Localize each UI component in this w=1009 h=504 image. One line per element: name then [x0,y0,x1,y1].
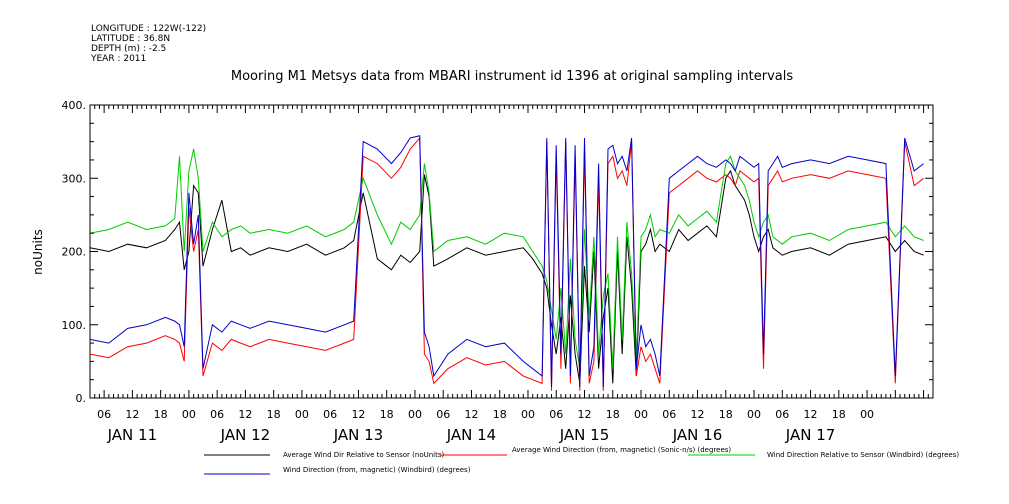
x-tick-label: 18 [832,408,846,421]
x-tick-label: 12 [577,408,591,421]
legend-item-wind-direction-windbird: Wind Direction (from, magnetic) (Windbir… [204,466,471,475]
legend: Average Wind Dir Relative to Sensor (noU… [204,446,959,475]
day-label: JAN 12 [220,426,271,444]
x-tick-label: 00 [747,408,761,421]
x-tick-label: 00 [182,408,196,421]
day-label: JAN 15 [559,426,610,444]
x-tick-label: 12 [464,408,478,421]
x-tick-label: 00 [521,408,535,421]
day-label: JAN 16 [672,426,723,444]
legend-label-wind-direction-windbird: Wind Direction (from, magnetic) (Windbir… [283,466,471,474]
x-tick-label: 18 [719,408,733,421]
x-tick-label: 12 [238,408,252,421]
series-line-1 [89,136,924,391]
x-tick-label: 00 [295,408,309,421]
x-axis: 06 12 18 00 06 12 18 00 06 12 18 00 06 12 18 00 06 12 18 00… [89,105,934,444]
x-tick-label: 00 [408,408,422,421]
x-tick-label: 06 [97,408,111,421]
x-tick-label: 06 [210,408,224,421]
latitude-label: LATITUDE : 36.8N [91,34,170,44]
day-label: JAN 11 [107,426,158,444]
series-layer [89,135,924,391]
series-line-3 [89,135,924,388]
x-tick-label: 12 [691,408,705,421]
y-axis: 0. 100. 200. 300. 400. [62,99,933,405]
series-line-0 [89,169,924,384]
legend-label-avg-wind-direction-sonic: Average Wind Direction (from, magnetic) … [512,446,731,454]
depth-label: DEPTH (m) : -2.5 [91,44,166,54]
x-tick-label: 06 [775,408,789,421]
day-label: JAN 17 [785,426,836,444]
y-tick-label: 200. [62,246,87,259]
x-tick-label: 06 [549,408,563,421]
y-tick-label: 100. [62,319,87,332]
legend-item-avg-wind-dir-relative: Average Wind Dir Relative to Sensor (noU… [204,451,444,459]
x-tick-label: 06 [323,408,337,421]
x-tick-label: 18 [493,408,507,421]
x-tick-label: 06 [436,408,450,421]
y-tick-label: 300. [62,172,87,185]
chart-title: Mooring M1 Metsys data from MBARI instru… [231,69,793,84]
x-tick-label: 00 [634,408,648,421]
x-tick-label: 12 [351,408,365,421]
legend-label-wind-direction-relative-windbird: Wind Direction Relative to Sensor (Windb… [767,451,959,459]
y-tick-label: 400. [62,99,87,112]
plot-frame [89,104,934,399]
year-label: YEAR : 2011 [90,54,146,64]
x-tick-label: 18 [606,408,620,421]
day-label: JAN 13 [333,426,384,444]
longitude-label: LONGITUDE : 122W(-122) [91,24,206,34]
legend-label-avg-wind-dir-relative: Average Wind Dir Relative to Sensor (noU… [283,451,444,459]
x-tick-label: 06 [662,408,676,421]
y-tick-label: 0. [76,392,87,405]
series-line-2 [89,148,924,369]
legend-item-avg-wind-direction-sonic: Average Wind Direction (from, magnetic) … [440,446,731,456]
y-axis-label: noUnits [31,229,45,275]
legend-item-wind-direction-relative-windbird: Wind Direction Relative to Sensor (Windb… [688,451,959,459]
x-tick-label: 12 [125,408,139,421]
x-tick-label: 18 [154,408,168,421]
x-tick-label: 18 [267,408,281,421]
x-tick-label: 18 [380,408,394,421]
x-tick-label: 12 [804,408,818,421]
day-label: JAN 14 [446,426,497,444]
x-tick-label: 00 [860,408,874,421]
